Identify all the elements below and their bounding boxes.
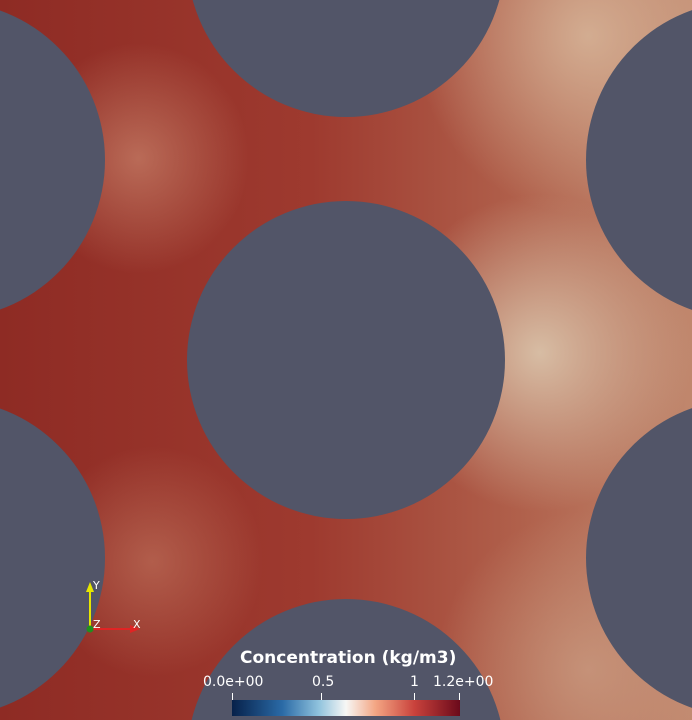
colorbar-tick-mark-mid <box>321 693 322 700</box>
cylinder-bottom <box>191 599 501 720</box>
colorbar-tick-one: 1 <box>410 674 419 690</box>
colorbar-tick-max: 1.2e+00 <box>433 674 494 690</box>
colorbar-tick-mid: 0.5 <box>312 674 335 690</box>
cylinder-right-top <box>586 10 692 310</box>
z-axis-label: Z <box>93 618 101 631</box>
x-axis-label: X <box>133 618 141 631</box>
cylinder-left-top <box>0 10 105 310</box>
z-axis-dot-icon <box>86 625 94 633</box>
cylinder-top <box>192 0 500 117</box>
cylinder-right-bottom <box>586 408 692 708</box>
y-axis-arrow-icon <box>86 582 94 592</box>
colorbar-tick-min: 0.0e+00 <box>203 674 264 690</box>
y-axis-label: Y <box>92 579 100 592</box>
orientation-axes: Y X Z <box>86 579 141 633</box>
cylinder-center <box>187 201 505 519</box>
colorbar-tick-mark-min <box>232 693 233 700</box>
colorbar-tick-mark-one <box>414 693 415 700</box>
colorbar-tick-mark-max <box>459 693 460 700</box>
colorbar <box>232 700 460 716</box>
colorbar-title: Concentration (kg/m3) <box>240 648 457 668</box>
x-axis-arrow-icon <box>130 625 140 633</box>
cylinder-left-bottom <box>0 408 105 708</box>
